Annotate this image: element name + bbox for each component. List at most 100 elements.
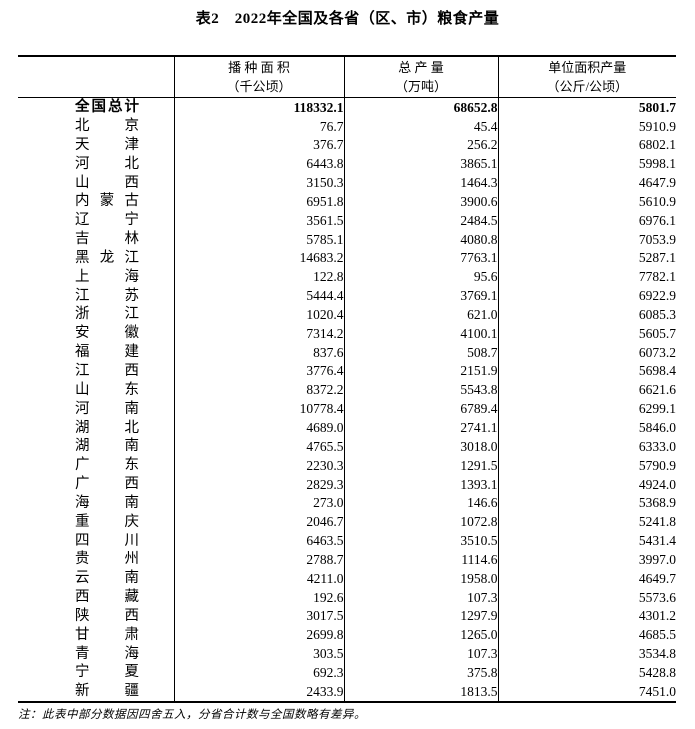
yield-value: 5573.6: [497, 587, 676, 607]
region-cell: 北京: [18, 117, 174, 136]
table-row: 宁夏 692.3 375.8 5428.8: [18, 663, 676, 683]
total-output-value: 1291.5: [343, 456, 498, 475]
header-sown-area-label: 播 种 面 积: [228, 59, 290, 75]
table-row: 上海 122.8 95.6 7782.1: [18, 267, 676, 287]
table-row: 广西 2829.3 1393.1 4924.0: [18, 474, 676, 494]
footnote: 注：此表中部分数据因四舍五入，分省合计数与全国数略有差异。: [18, 709, 366, 721]
yield-value: 5428.8: [497, 663, 676, 683]
yield-value: 5241.8: [497, 512, 676, 532]
table-row: 山西 3150.3 1464.3 4647.9: [18, 173, 676, 193]
sown-area-value: 10778.4: [173, 399, 344, 419]
table-row: 贵州 2788.7 1114.6 3997.0: [18, 550, 676, 570]
sown-area-value: 837.6: [173, 342, 344, 362]
total-output-value: 5543.8: [343, 380, 498, 400]
table-row: 全国总计 118332.1 68652.8 5801.7: [18, 97, 676, 117]
yield-value: 7451.0: [497, 682, 676, 702]
total-output-value: 3769.1: [343, 286, 498, 306]
yield-value: 7053.9: [497, 229, 676, 249]
region-cell: 陕西: [18, 607, 174, 626]
table-row: 北京 76.7 45.4 5910.9: [18, 116, 676, 136]
page-title: 表2 2022年全国及各省（区、市）粮食产量: [195, 11, 500, 27]
region-cell: 吉林: [18, 230, 174, 249]
total-output-value: 256.2: [343, 135, 498, 155]
header-yield-unit: （公斤/公顷）: [546, 79, 629, 94]
header-yield-label: 单位面积产量: [548, 59, 627, 75]
sown-area-value: 8372.2: [173, 380, 344, 400]
table-row: 内蒙古 6951.8 3900.6 5610.9: [18, 192, 676, 212]
region-name: 西藏: [75, 589, 139, 606]
region-name: 天津: [75, 136, 139, 153]
yield-value: 6802.1: [497, 135, 676, 155]
total-output-value: 1114.6: [343, 550, 498, 570]
yield-value: 5368.9: [497, 493, 676, 513]
sown-area-value: 6951.8: [173, 192, 344, 212]
region-cell: 山东: [18, 381, 174, 400]
table-row: 吉林 5785.1 4080.8 7053.9: [18, 229, 676, 249]
region-cell: 湖北: [18, 418, 174, 437]
sown-area-value: 5785.1: [173, 229, 344, 249]
region-cell: 天津: [18, 136, 174, 155]
total-output-value: 1393.1: [343, 474, 498, 494]
region-cell: 新疆: [18, 682, 174, 702]
table-row: 陕西 3017.5 1297.9 4301.2: [18, 606, 676, 626]
region-cell: 江西: [18, 362, 174, 381]
region-cell: 全国总计: [18, 98, 174, 117]
sown-area-value: 3150.3: [173, 173, 344, 193]
total-output-value: 3510.5: [343, 531, 498, 551]
region-cell: 广东: [18, 456, 174, 475]
region-name: 四川: [75, 532, 139, 549]
yield-value: 5801.7: [497, 97, 676, 117]
sown-area-value: 273.0: [173, 493, 344, 513]
region-name: 福建: [75, 344, 139, 361]
sown-area-value: 1020.4: [173, 305, 344, 325]
sown-area-value: 2230.3: [173, 456, 344, 475]
yield-value: 6976.1: [497, 211, 676, 230]
region-name: 贵州: [75, 551, 139, 568]
table-row: 福建 837.6 508.7 6073.2: [18, 342, 676, 362]
region-cell: 西藏: [18, 588, 174, 607]
region-cell: 山西: [18, 173, 174, 192]
region-cell: 广西: [18, 475, 174, 494]
region-name: 黑龙江: [75, 249, 139, 266]
header-sown-area-unit: （千公顷）: [226, 79, 292, 94]
region-cell: 贵州: [18, 550, 174, 569]
region-name: 湖南: [75, 438, 139, 455]
yield-value: 5698.4: [497, 361, 676, 381]
total-output-value: 1958.0: [343, 569, 498, 588]
region-name: 江苏: [75, 287, 139, 304]
header-total-output-label: 总 产 量: [398, 59, 444, 75]
region-name: 浙江: [75, 306, 139, 323]
table-row: 青海 303.5 107.3 3534.8: [18, 644, 676, 664]
total-output-value: 68652.8: [343, 97, 498, 117]
sown-area-value: 2046.7: [173, 512, 344, 532]
yield-value: 5610.9: [497, 192, 676, 212]
table-row: 浙江 1020.4 621.0 6085.3: [18, 305, 676, 325]
region-name: 河南: [75, 400, 139, 417]
table-row: 广东 2230.3 1291.5 5790.9: [18, 456, 676, 475]
table-row: 西藏 192.6 107.3 5573.6: [18, 587, 676, 607]
yield-value: 7782.1: [497, 267, 676, 287]
total-output-value: 107.3: [343, 644, 498, 664]
table-header: 播 种 面 积 （千公顷） 总 产 量 （万吨） 单位面积产量 （公斤/公顷）: [18, 56, 676, 98]
total-output-value: 1813.5: [343, 682, 498, 702]
yield-value: 6073.2: [497, 342, 676, 362]
sown-area-value: 76.7: [173, 116, 344, 136]
yield-value: 6299.1: [497, 399, 676, 419]
yield-value: 5998.1: [497, 154, 676, 174]
yield-value: 5910.9: [497, 116, 676, 136]
region-cell: 宁夏: [18, 663, 174, 682]
total-output-value: 95.6: [343, 267, 498, 287]
yield-value: 4649.7: [497, 569, 676, 588]
yield-value: 3997.0: [497, 550, 676, 570]
region-cell: 甘肃: [18, 626, 174, 645]
region-name: 广东: [75, 457, 139, 474]
region-cell: 河南: [18, 400, 174, 419]
region-name: 全国总计: [75, 99, 139, 116]
region-name: 陕西: [75, 607, 139, 624]
total-output-value: 7763.1: [343, 248, 498, 268]
sown-area-value: 4765.5: [173, 437, 344, 457]
region-cell: 四川: [18, 531, 174, 550]
region-name: 海南: [75, 494, 139, 511]
yield-value: 4301.2: [497, 606, 676, 626]
region-name: 辽宁: [75, 212, 139, 229]
